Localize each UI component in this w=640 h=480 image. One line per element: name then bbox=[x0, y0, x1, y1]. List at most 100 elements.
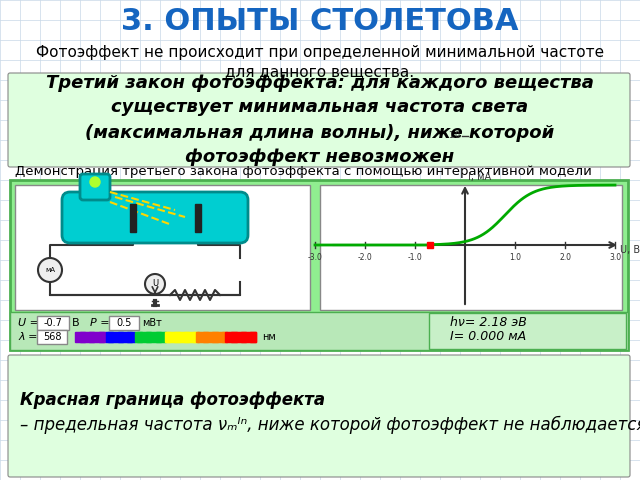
Text: 0.5: 0.5 bbox=[116, 318, 132, 328]
Bar bbox=[105, 332, 106, 342]
Bar bbox=[114, 332, 115, 342]
Text: -2.0: -2.0 bbox=[358, 253, 372, 262]
Bar bbox=[253, 332, 255, 342]
Bar bbox=[147, 332, 148, 342]
Bar bbox=[147, 332, 148, 342]
Bar bbox=[79, 332, 81, 342]
Bar bbox=[216, 332, 218, 342]
Bar bbox=[149, 332, 150, 342]
FancyBboxPatch shape bbox=[320, 185, 622, 310]
Bar bbox=[127, 332, 129, 342]
Bar bbox=[155, 332, 156, 342]
Bar bbox=[201, 332, 202, 342]
Bar bbox=[96, 332, 97, 342]
Text: мА: мА bbox=[45, 267, 55, 273]
Bar bbox=[145, 332, 147, 342]
FancyBboxPatch shape bbox=[10, 312, 628, 350]
FancyBboxPatch shape bbox=[62, 192, 248, 243]
Bar bbox=[200, 332, 201, 342]
FancyBboxPatch shape bbox=[8, 73, 630, 167]
Bar bbox=[152, 332, 154, 342]
Text: Третий закон фотоэффекта: для каждого вещества
существует минимальная частота св: Третий закон фотоэффекта: для каждого ве… bbox=[46, 73, 594, 167]
Bar bbox=[81, 332, 83, 342]
Bar bbox=[243, 332, 244, 342]
Bar bbox=[173, 332, 175, 342]
Bar bbox=[180, 332, 181, 342]
Bar bbox=[113, 332, 115, 342]
Text: -1.0: -1.0 bbox=[408, 253, 422, 262]
Bar bbox=[217, 332, 218, 342]
Bar bbox=[224, 332, 226, 342]
Bar bbox=[109, 332, 111, 342]
Bar bbox=[195, 332, 196, 342]
Bar bbox=[122, 332, 124, 342]
Bar bbox=[125, 332, 127, 342]
Text: 1.0: 1.0 bbox=[509, 253, 521, 262]
FancyBboxPatch shape bbox=[10, 180, 628, 350]
Text: 3. ОПЫТЫ СТОЛЕТОВА: 3. ОПЫТЫ СТОЛЕТОВА bbox=[121, 8, 519, 36]
Bar bbox=[196, 332, 198, 342]
Bar bbox=[141, 332, 143, 342]
Bar bbox=[204, 332, 205, 342]
Bar bbox=[255, 332, 257, 342]
FancyBboxPatch shape bbox=[15, 185, 310, 310]
Bar bbox=[230, 332, 232, 342]
Bar bbox=[173, 332, 174, 342]
Bar bbox=[195, 332, 196, 342]
Bar bbox=[199, 332, 200, 342]
Bar bbox=[156, 332, 157, 342]
Bar bbox=[234, 332, 236, 342]
Bar bbox=[223, 332, 225, 342]
Bar bbox=[106, 332, 107, 342]
Bar bbox=[161, 332, 163, 342]
Bar bbox=[87, 332, 88, 342]
Bar bbox=[129, 332, 130, 342]
Bar bbox=[118, 332, 119, 342]
Bar bbox=[94, 332, 95, 342]
Bar bbox=[230, 332, 231, 342]
Bar bbox=[221, 332, 222, 342]
Bar bbox=[127, 332, 128, 342]
Bar bbox=[239, 332, 241, 342]
Bar bbox=[108, 332, 109, 342]
Bar bbox=[252, 332, 253, 342]
Bar bbox=[211, 332, 212, 342]
Bar bbox=[123, 332, 124, 342]
Text: мВт: мВт bbox=[142, 318, 162, 328]
Bar bbox=[125, 332, 126, 342]
Bar bbox=[236, 332, 237, 342]
Bar bbox=[82, 332, 84, 342]
Bar bbox=[84, 332, 86, 342]
Bar bbox=[120, 332, 122, 342]
Bar bbox=[178, 332, 180, 342]
Bar bbox=[86, 332, 87, 342]
Bar bbox=[228, 332, 230, 342]
Bar bbox=[244, 332, 246, 342]
Bar bbox=[119, 332, 121, 342]
Text: -0.7: -0.7 bbox=[44, 318, 63, 328]
Bar bbox=[210, 332, 211, 342]
Bar bbox=[254, 332, 255, 342]
Bar bbox=[162, 332, 163, 342]
Bar bbox=[169, 332, 170, 342]
Bar bbox=[177, 332, 179, 342]
Text: I, мА: I, мА bbox=[468, 172, 491, 182]
Bar bbox=[241, 332, 242, 342]
Bar bbox=[175, 332, 176, 342]
Circle shape bbox=[145, 274, 165, 294]
Bar bbox=[93, 332, 95, 342]
Bar bbox=[225, 332, 227, 342]
Bar bbox=[245, 332, 246, 342]
Bar bbox=[186, 332, 187, 342]
Bar bbox=[92, 332, 93, 342]
Bar bbox=[234, 332, 235, 342]
Bar bbox=[102, 332, 104, 342]
Text: U: U bbox=[152, 279, 158, 288]
Bar bbox=[193, 332, 194, 342]
Bar bbox=[157, 332, 159, 342]
Bar bbox=[239, 332, 240, 342]
Text: В: В bbox=[72, 318, 79, 328]
Bar bbox=[250, 332, 251, 342]
Bar bbox=[215, 332, 216, 342]
Bar bbox=[104, 332, 106, 342]
